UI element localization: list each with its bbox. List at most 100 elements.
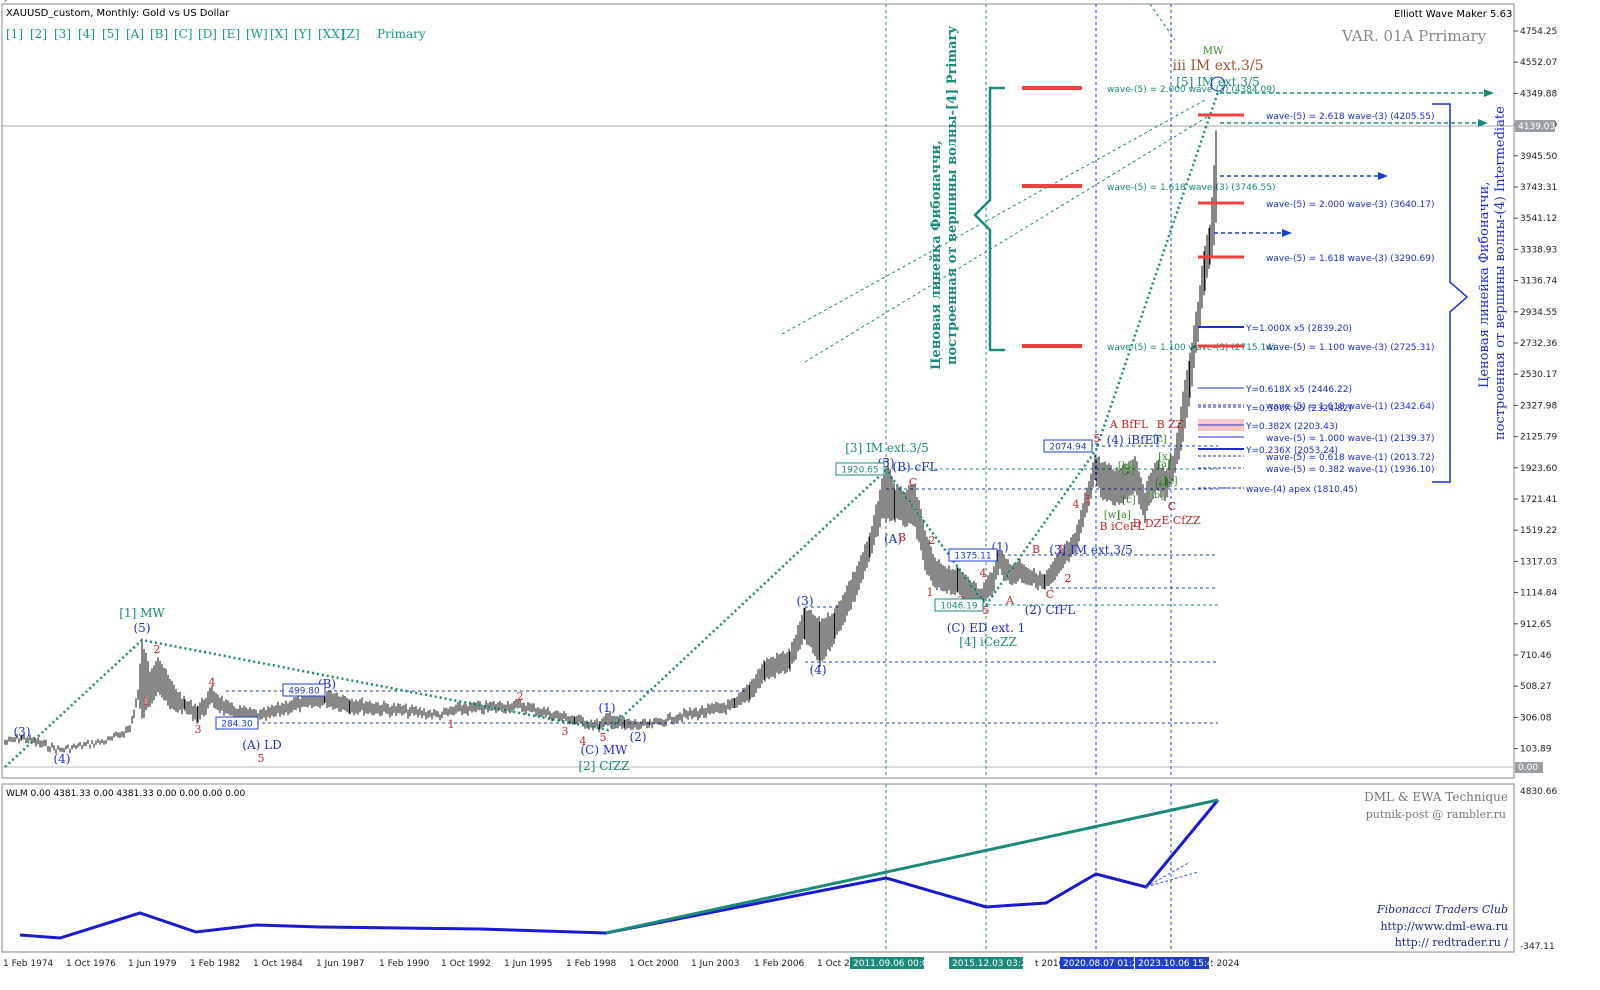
wave-label: (A) LD bbox=[242, 738, 281, 752]
time-tick-label: 1 Feb 1990 bbox=[379, 959, 430, 969]
wave-degree-button[interactable]: [W] bbox=[246, 27, 268, 41]
wave-label: (C) MW bbox=[581, 743, 629, 757]
price-tick-label: 3945.50 bbox=[1520, 152, 1557, 162]
price-tick-label: 2934.55 bbox=[1520, 308, 1557, 318]
time-tick-label: 1 Feb 1998 bbox=[566, 959, 617, 969]
time-tag-box bbox=[949, 957, 1023, 969]
fib-intermediate-label: wave-(5) = 2.000 wave-(3) (3640.17) bbox=[1266, 200, 1434, 210]
wave-label: [x] bbox=[1158, 452, 1172, 463]
wave-label: (3) bbox=[797, 594, 814, 608]
wave-label: 2 bbox=[154, 643, 161, 656]
wave-degree-button[interactable]: [XX] bbox=[318, 27, 345, 41]
credit-text: http://www.dml-ewa.ru bbox=[1380, 920, 1508, 933]
time-tick-label: 1 Oct 1984 bbox=[253, 959, 303, 969]
wave-label: 3 bbox=[195, 723, 202, 736]
wave-label: [z] bbox=[1164, 476, 1177, 487]
price-tick-label: 2327.98 bbox=[1520, 401, 1557, 411]
time-tick-label: 1 Oct 1992 bbox=[441, 959, 491, 969]
time-tag: 2020.08.07 01:21 bbox=[1063, 959, 1143, 969]
wave-degree-button[interactable]: [C] bbox=[174, 27, 193, 41]
fib-small-label: Y=0.500X x5 (2324.82) bbox=[1245, 404, 1352, 414]
wave-label: [3] IM ext.3/5 bbox=[845, 441, 928, 455]
wave-degree-button[interactable]: [E] bbox=[222, 27, 241, 41]
wave-degree-button[interactable]: [X] bbox=[270, 27, 288, 41]
main-window-border bbox=[1, 3, 1515, 779]
fib-intermediate-caption-line2: построенная от вершины волны-(4) Interme… bbox=[1493, 106, 1508, 440]
wave-label: A BfFL bbox=[1109, 418, 1149, 431]
wave-degree-button[interactable]: [A] bbox=[126, 27, 145, 41]
wlm-trend-line bbox=[605, 798, 1219, 935]
wave-degree-button[interactable]: [Z] bbox=[342, 27, 360, 41]
wave-5-marker bbox=[1210, 76, 1226, 92]
price-bars bbox=[4, 130, 1217, 754]
current-price-tag bbox=[1515, 120, 1555, 132]
wave-label: (B) cFL bbox=[892, 460, 937, 474]
price-axis: 4754.254552.074349.884147.693945.503743.… bbox=[1514, 27, 1557, 952]
price-tick-label: 1923.60 bbox=[1520, 464, 1557, 474]
wave-label: (1) bbox=[599, 701, 616, 715]
wave-degree-button[interactable]: [1] bbox=[6, 27, 23, 41]
fib-intermediate-label: wave-(5) = 1.618 wave-(3) (3290.69) bbox=[1266, 254, 1434, 264]
wave-label: (5) bbox=[134, 621, 151, 635]
wave-label: 2 bbox=[929, 534, 936, 547]
wave-label: 5 bbox=[983, 604, 990, 617]
variant-label: VAR. 01A Prrimary bbox=[1342, 27, 1487, 45]
wlm-fan-line bbox=[1145, 861, 1191, 888]
wave-label: A bbox=[1005, 594, 1015, 607]
wave-label: 4 bbox=[980, 567, 987, 580]
price-tick-label: 1317.03 bbox=[1520, 557, 1557, 567]
time-tick-label: t 2024 bbox=[1210, 959, 1240, 969]
target-arrow-head bbox=[1282, 229, 1292, 237]
wave-label: 3 bbox=[1084, 493, 1091, 506]
wave-label: D DZ bbox=[1133, 517, 1162, 530]
wave-label: 1 bbox=[1058, 543, 1065, 556]
wave-degree-button[interactable]: [5] bbox=[102, 27, 119, 41]
channel-line bbox=[1149, 3, 1176, 41]
fib-primary-label: wave-(5) = 1.618 wave-(3) (3746.55) bbox=[1107, 183, 1275, 193]
wave-label: [b] bbox=[1150, 490, 1164, 501]
price-tick-label: 1114.84 bbox=[1520, 589, 1557, 599]
wave-label: 3 bbox=[562, 725, 569, 738]
fib-small-label: wave-(5) = 1.000 wave-(1) (2139.37) bbox=[1266, 434, 1434, 444]
price-tick-label: 4552.07 bbox=[1520, 58, 1557, 68]
sub-min-label: -347.11 bbox=[1520, 942, 1555, 952]
time-tick-label: 1 Feb 2006 bbox=[754, 959, 805, 969]
price-tag-box bbox=[948, 548, 998, 562]
wave-label: (2) CfFL bbox=[1025, 603, 1076, 617]
wave-degree-button[interactable]: [B] bbox=[150, 27, 169, 41]
credit-text: Fibonacci Traders Club bbox=[1376, 903, 1508, 916]
zero-label: 0.00 bbox=[1518, 763, 1538, 773]
wave-label: 5 bbox=[600, 731, 607, 744]
wave-label: B bbox=[1032, 543, 1040, 556]
price-tick-label: 4754.25 bbox=[1520, 27, 1557, 37]
wave-degree-button[interactable]: [D] bbox=[198, 27, 217, 41]
price-tick-label: 3136.74 bbox=[1520, 277, 1557, 287]
price-tick-label: 710.46 bbox=[1520, 651, 1552, 661]
price-tick-label: 2125.79 bbox=[1520, 433, 1557, 443]
credit-text: http:// redtrader.ru / bbox=[1395, 936, 1509, 949]
credit-text: putnik-post @ rambler.ru bbox=[1366, 808, 1506, 821]
fib-small-label: wave-(5) = 1.618 wave-(1) (2342.64) bbox=[1266, 402, 1434, 412]
time-tick-label: 1 Jun 2003 bbox=[691, 959, 739, 969]
wave-degree-button[interactable]: [3] bbox=[54, 27, 71, 41]
fib-small-label: wave-(5) = 0.382 wave-(1) (1936.10) bbox=[1266, 465, 1434, 475]
wlm-fan-line bbox=[1145, 871, 1199, 888]
price-tick-label: 2530.17 bbox=[1520, 370, 1557, 380]
time-tick-label: 1 Feb 1974 bbox=[3, 959, 54, 969]
target-arrow-head bbox=[1478, 119, 1488, 127]
price-tick-label: 508.27 bbox=[1520, 682, 1552, 692]
wave-label: MW bbox=[1203, 46, 1224, 57]
wave-degree-button[interactable]: [Y] bbox=[294, 27, 312, 41]
wave-degree-button[interactable]: [4] bbox=[78, 27, 95, 41]
wave-label: [a] bbox=[1157, 459, 1171, 470]
wave-label: [2] CfZZ bbox=[578, 759, 629, 773]
wave-degree-button[interactable]: [2] bbox=[30, 27, 47, 41]
wave-label: 2 bbox=[1065, 572, 1072, 585]
wave-label: iii IM ext.3/5 bbox=[1173, 58, 1264, 74]
wave-label: [1] MW bbox=[119, 606, 165, 620]
fib-small-label: Y=0.618X x5 (2446.22) bbox=[1245, 385, 1352, 395]
subwindow-label: WLM 0.00 4381.33 0.00 4381.33 0.00 0.00 … bbox=[6, 789, 246, 799]
wave-degree-button[interactable]: Primary bbox=[377, 27, 426, 41]
